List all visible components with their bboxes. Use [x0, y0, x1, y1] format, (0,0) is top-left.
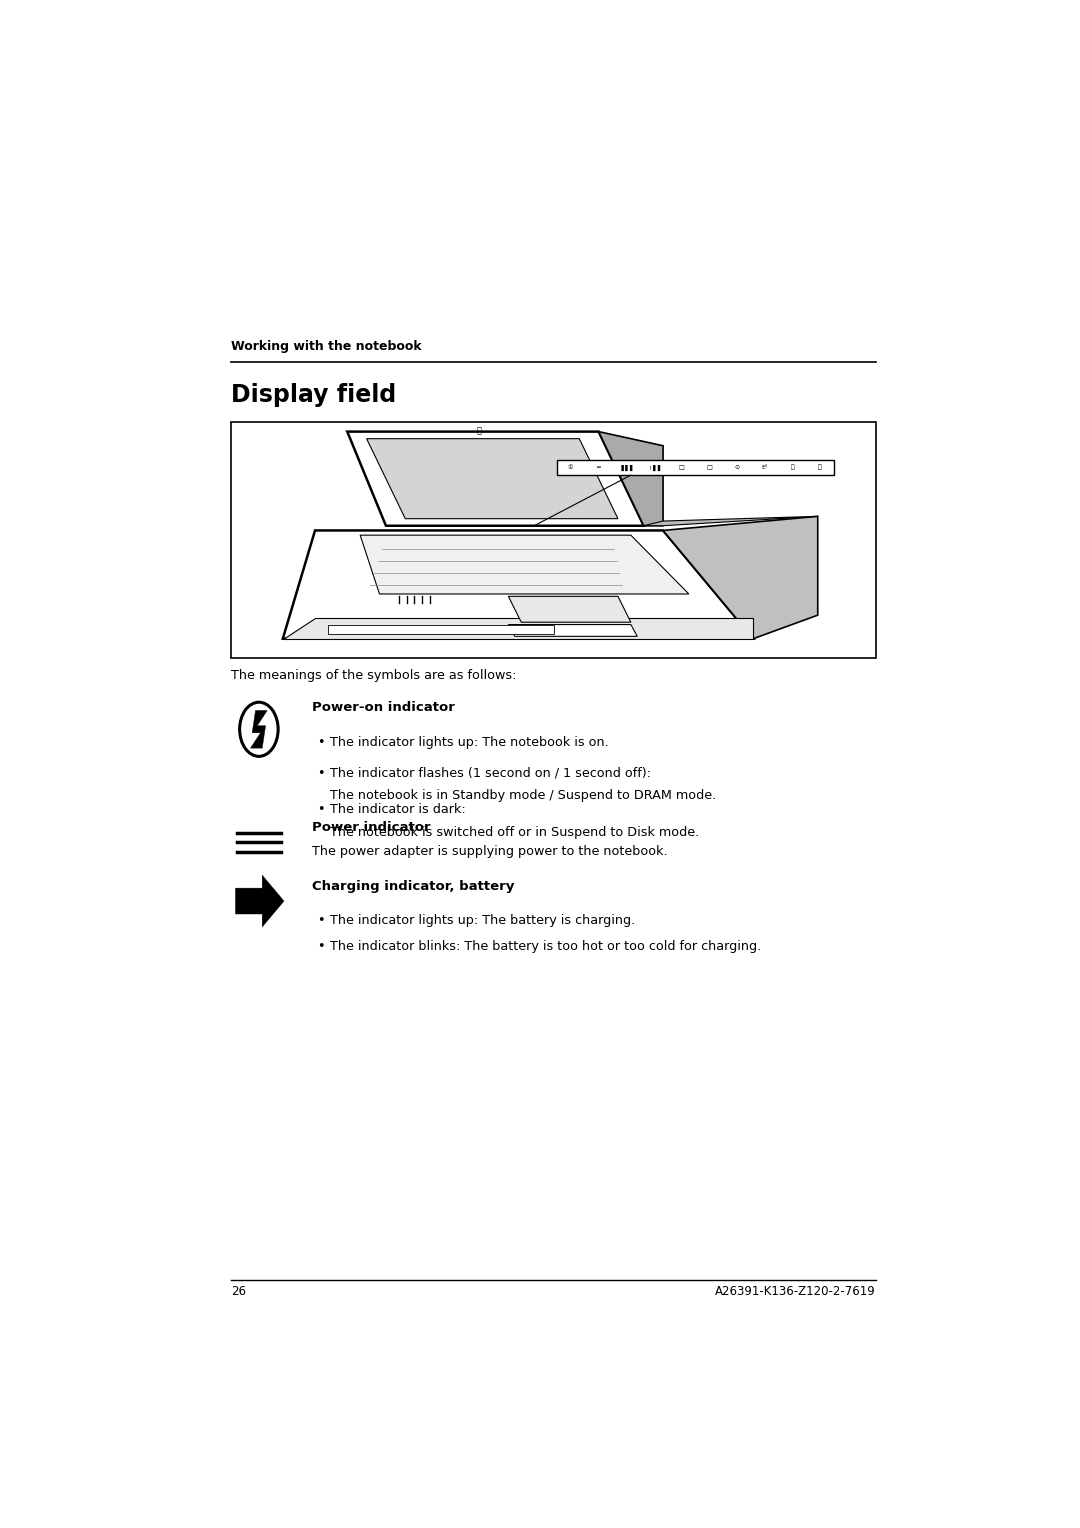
Text: Power-on indicator: Power-on indicator: [312, 701, 456, 714]
Text: ①: ①: [568, 465, 573, 471]
Bar: [556, 460, 834, 475]
Polygon shape: [644, 516, 818, 526]
Text: •: •: [318, 804, 325, 816]
Text: E¹: E¹: [761, 465, 768, 471]
Bar: [231, 422, 876, 657]
Polygon shape: [283, 530, 753, 639]
Text: Display field: Display field: [231, 384, 396, 406]
Polygon shape: [663, 516, 818, 639]
Text: The notebook is switched off or in Suspend to Disk mode.: The notebook is switched off or in Suspe…: [330, 825, 699, 839]
Text: A26391-K136-Z120-2-7619: A26391-K136-Z120-2-7619: [715, 1285, 876, 1297]
Polygon shape: [509, 625, 637, 636]
Text: The indicator is dark:: The indicator is dark:: [330, 804, 465, 816]
Text: The power adapter is supplying power to the notebook.: The power adapter is supplying power to …: [312, 845, 669, 857]
Text: •: •: [318, 914, 325, 927]
Text: The indicator blinks: The battery is too hot or too cold for charging.: The indicator blinks: The battery is too…: [330, 940, 761, 953]
Text: 🔒: 🔒: [819, 465, 822, 471]
Text: The indicator flashes (1 second on / 1 second off):: The indicator flashes (1 second on / 1 s…: [330, 767, 651, 779]
Text: The indicator lights up: The notebook is on.: The indicator lights up: The notebook is…: [330, 736, 609, 749]
Text: •: •: [318, 736, 325, 749]
Text: □: □: [706, 465, 712, 471]
Polygon shape: [598, 431, 663, 526]
Polygon shape: [366, 439, 618, 518]
Text: •: •: [318, 940, 325, 953]
Polygon shape: [283, 617, 753, 639]
Text: ⊙: ⊙: [734, 465, 740, 471]
Text: 🔒: 🔒: [791, 465, 794, 471]
Text: •: •: [318, 767, 325, 779]
Polygon shape: [328, 625, 554, 634]
Text: ▐▐▐: ▐▐▐: [619, 465, 633, 471]
Text: □: □: [678, 465, 685, 471]
Text: Charging indicator, battery: Charging indicator, battery: [312, 880, 515, 892]
Polygon shape: [251, 711, 267, 749]
Text: ═: ═: [596, 465, 600, 471]
Text: The meanings of the symbols are as follows:: The meanings of the symbols are as follo…: [231, 669, 516, 681]
Text: The notebook is in Standby mode / Suspend to DRAM mode.: The notebook is in Standby mode / Suspen…: [330, 790, 716, 802]
Polygon shape: [509, 596, 631, 622]
Polygon shape: [360, 535, 689, 594]
Polygon shape: [348, 431, 644, 526]
Text: Power indicator: Power indicator: [312, 821, 431, 834]
Text: !▐▐: !▐▐: [648, 465, 660, 471]
Polygon shape: [235, 876, 284, 927]
Text: 26: 26: [231, 1285, 246, 1297]
Text: Working with the notebook: Working with the notebook: [231, 339, 422, 353]
Text: The indicator lights up: The battery is charging.: The indicator lights up: The battery is …: [330, 914, 635, 927]
Text: ⏻: ⏻: [477, 426, 482, 435]
